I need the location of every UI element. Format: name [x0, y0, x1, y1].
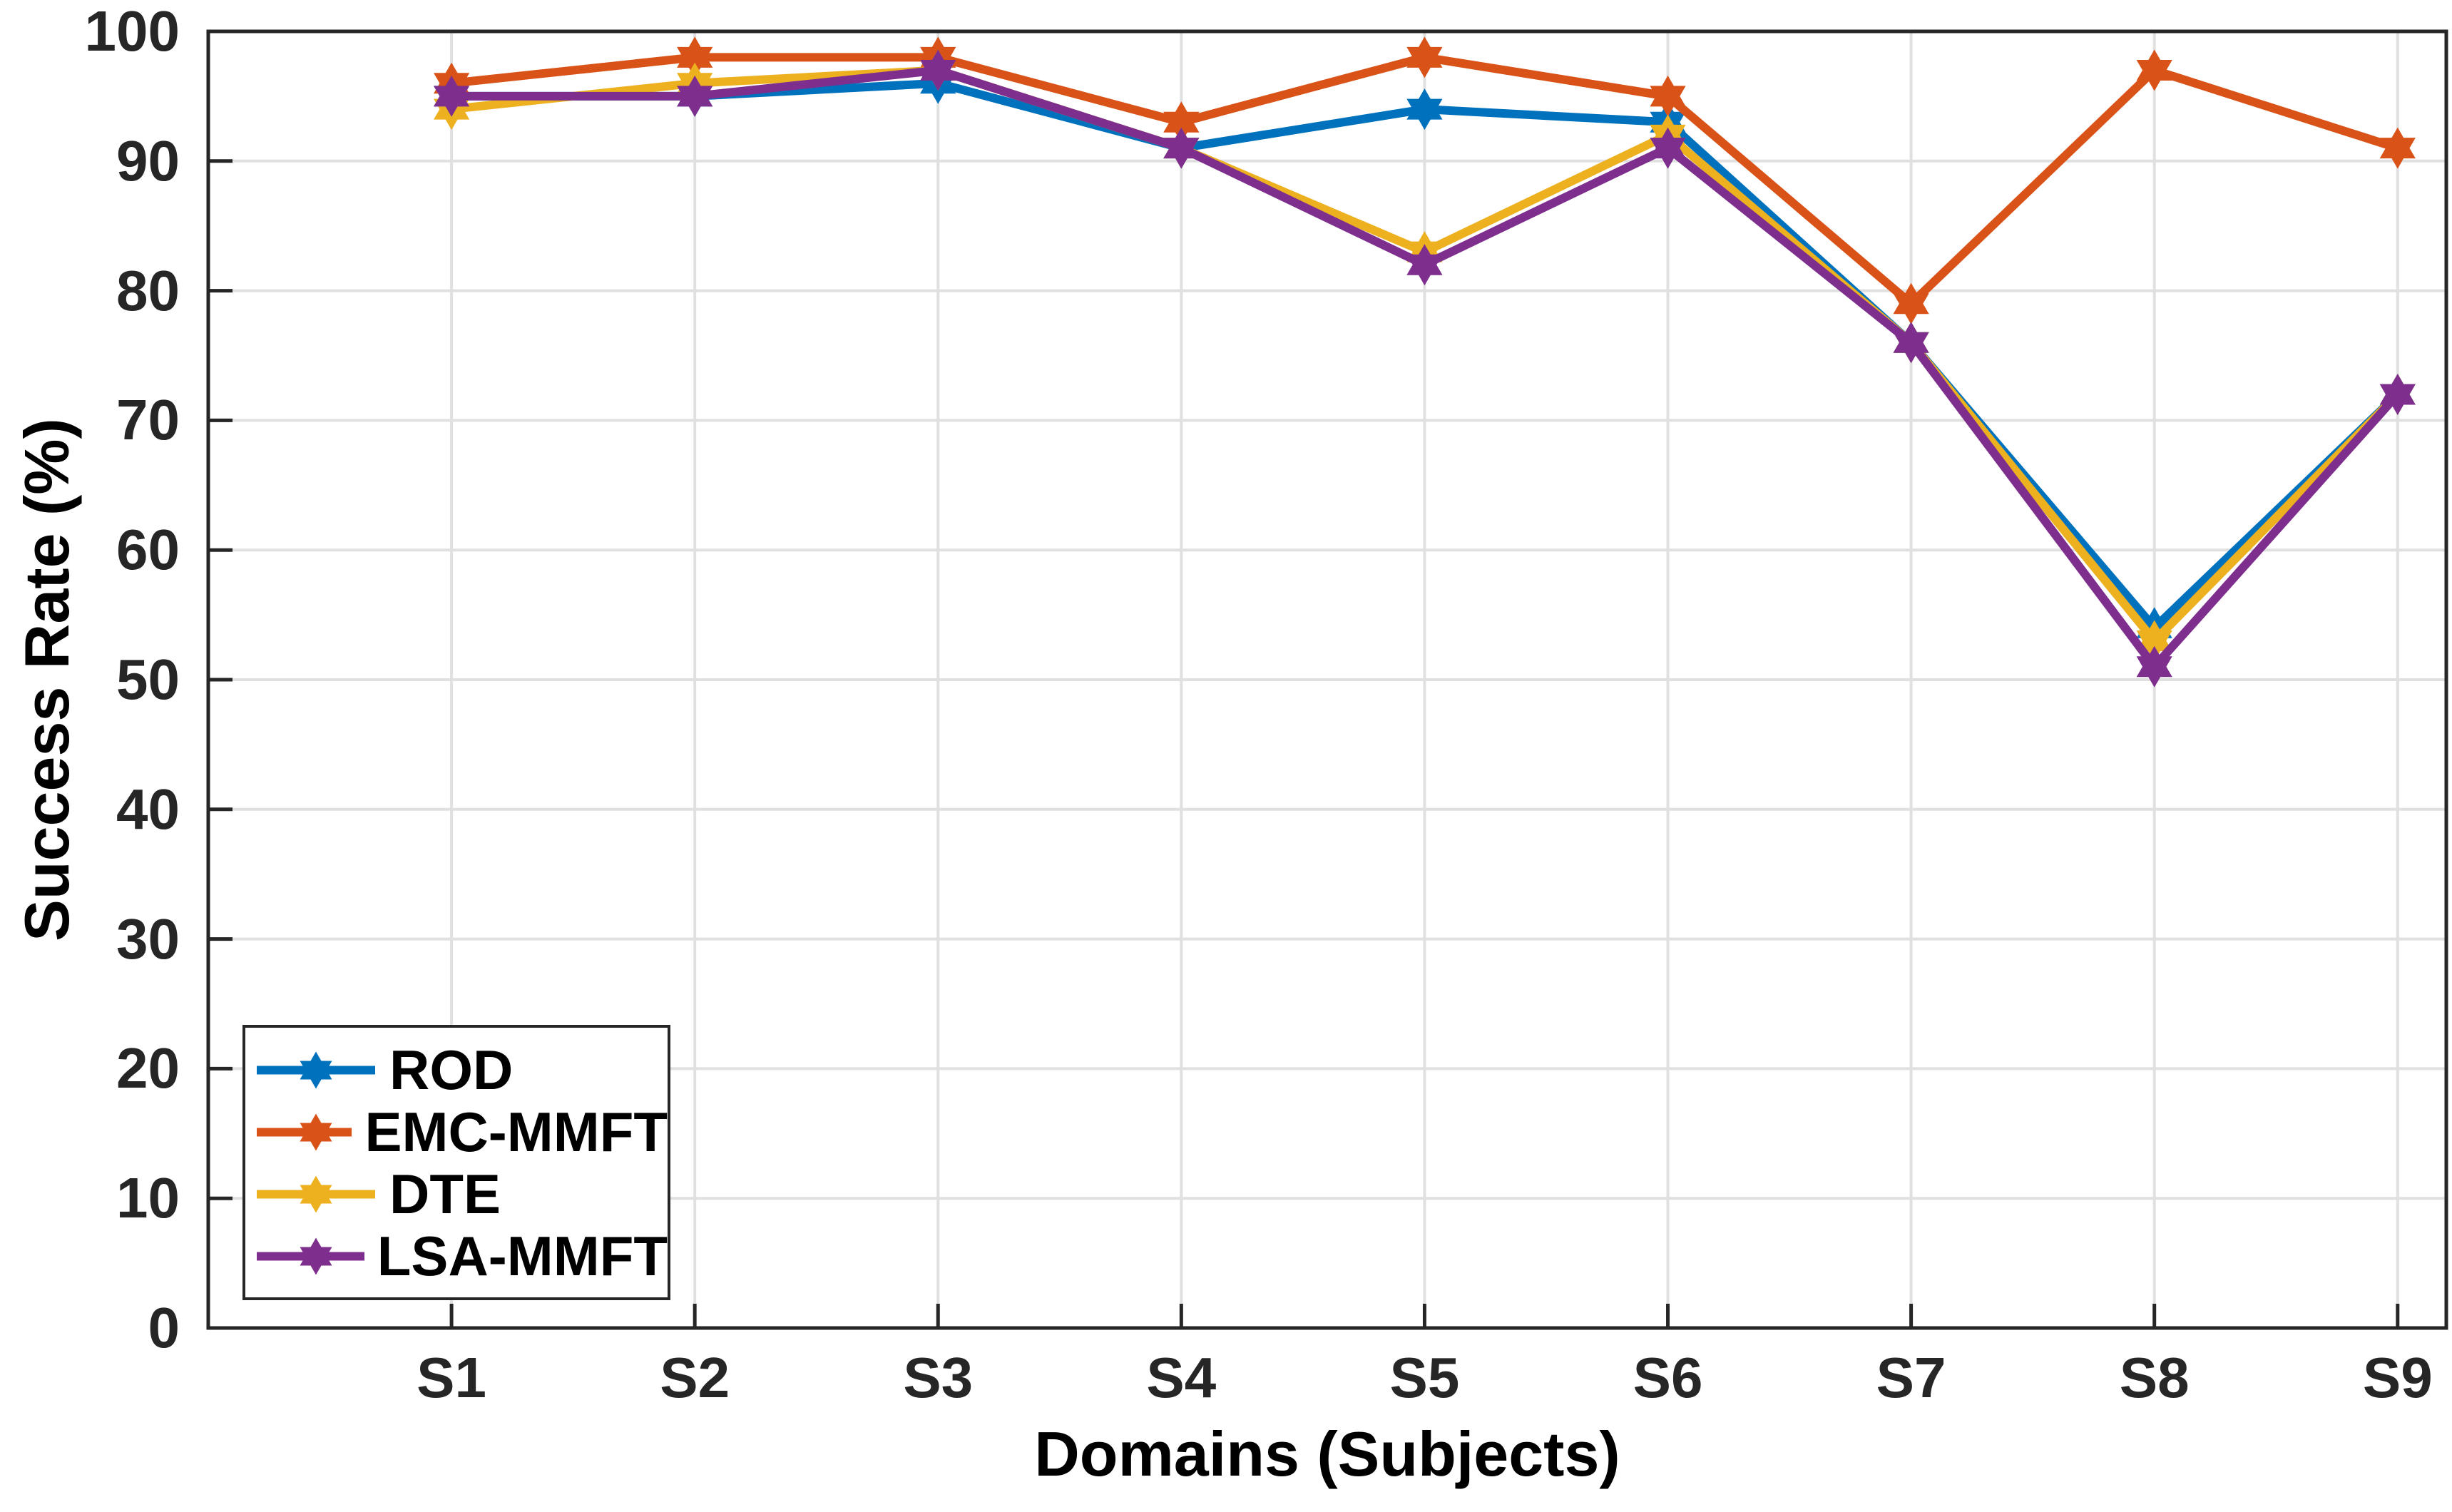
y-tick-label: 100	[84, 0, 180, 63]
data-point-marker	[1650, 127, 1686, 169]
y-tick-label: 20	[116, 1036, 180, 1100]
y-tick-label: 0	[148, 1296, 180, 1359]
x-tick-label: S4	[1146, 1346, 1217, 1409]
y-tick-label: 10	[116, 1166, 180, 1230]
legend-label: DTE	[389, 1163, 501, 1225]
data-point-marker	[1893, 282, 1929, 325]
legend-entry: EMC-MMFT	[255, 1101, 668, 1163]
legend-marker-sample	[257, 1175, 375, 1213]
data-point-marker	[920, 49, 956, 91]
data-point-marker	[2379, 374, 2416, 415]
legend-hexagram-icon	[300, 1175, 332, 1213]
data-point-marker	[1163, 101, 1200, 143]
legend-marker-sample	[257, 1051, 375, 1089]
x-tick-label: S8	[2119, 1346, 2190, 1409]
x-tick-label: S3	[903, 1346, 974, 1409]
x-tick-label: S6	[1633, 1346, 1703, 1409]
data-point-marker	[2136, 49, 2172, 91]
x-tick-label: S7	[1876, 1346, 1946, 1409]
data-point-marker	[1406, 244, 1443, 286]
legend-entry: ROD	[255, 1039, 668, 1101]
data-point-marker	[677, 75, 713, 117]
data-point-marker	[1406, 88, 1443, 131]
legend-label: ROD	[389, 1038, 514, 1101]
y-tick-label: 80	[116, 258, 180, 322]
data-point-marker	[1893, 322, 1929, 364]
series-emc-mmft	[434, 36, 2416, 325]
y-axis-label: Success Rate (%)	[11, 418, 82, 941]
data-point-marker	[1406, 36, 1443, 78]
data-point-marker	[2379, 127, 2416, 169]
y-tick-label: 40	[116, 777, 180, 841]
legend-label: EMC-MMFT	[364, 1100, 668, 1163]
legend-marker-sample	[257, 1113, 352, 1151]
x-tick-label: S1	[417, 1346, 486, 1409]
y-tick-label: 70	[116, 388, 180, 452]
data-series	[434, 36, 2416, 688]
legend-hexagram-icon	[300, 1237, 332, 1275]
series-lsa-mmft	[434, 49, 2416, 688]
x-tick-label: S5	[1389, 1346, 1460, 1409]
legend-entry: DTE	[255, 1163, 668, 1225]
y-tick-label: 60	[116, 518, 180, 582]
data-point-marker	[677, 36, 713, 78]
data-point-marker	[1650, 75, 1686, 117]
legend: ROD EMC-MMFT DTE LSA-MMFT	[242, 1025, 670, 1300]
x-axis-label: Domains (Subjects)	[1034, 1419, 1620, 1489]
x-tick-label: S2	[660, 1346, 730, 1409]
legend-hexagram-icon	[300, 1113, 332, 1151]
legend-label: LSA-MMFT	[377, 1225, 668, 1287]
axes-box	[206, 29, 2448, 1330]
y-tick-label: 30	[116, 906, 180, 971]
x-tick-label: S9	[2362, 1346, 2433, 1409]
y-tick-label: 90	[116, 128, 180, 193]
data-point-marker	[434, 75, 470, 117]
data-point-marker	[1163, 127, 1200, 169]
legend-entry: LSA-MMFT	[255, 1225, 668, 1287]
legend-marker-sample	[257, 1237, 364, 1275]
legend-hexagram-icon	[300, 1051, 332, 1089]
plot-border	[206, 29, 2448, 1330]
axis-tick-marks	[208, 29, 2400, 1330]
data-point-marker	[2136, 645, 2172, 688]
y-tick-label: 50	[116, 648, 180, 711]
